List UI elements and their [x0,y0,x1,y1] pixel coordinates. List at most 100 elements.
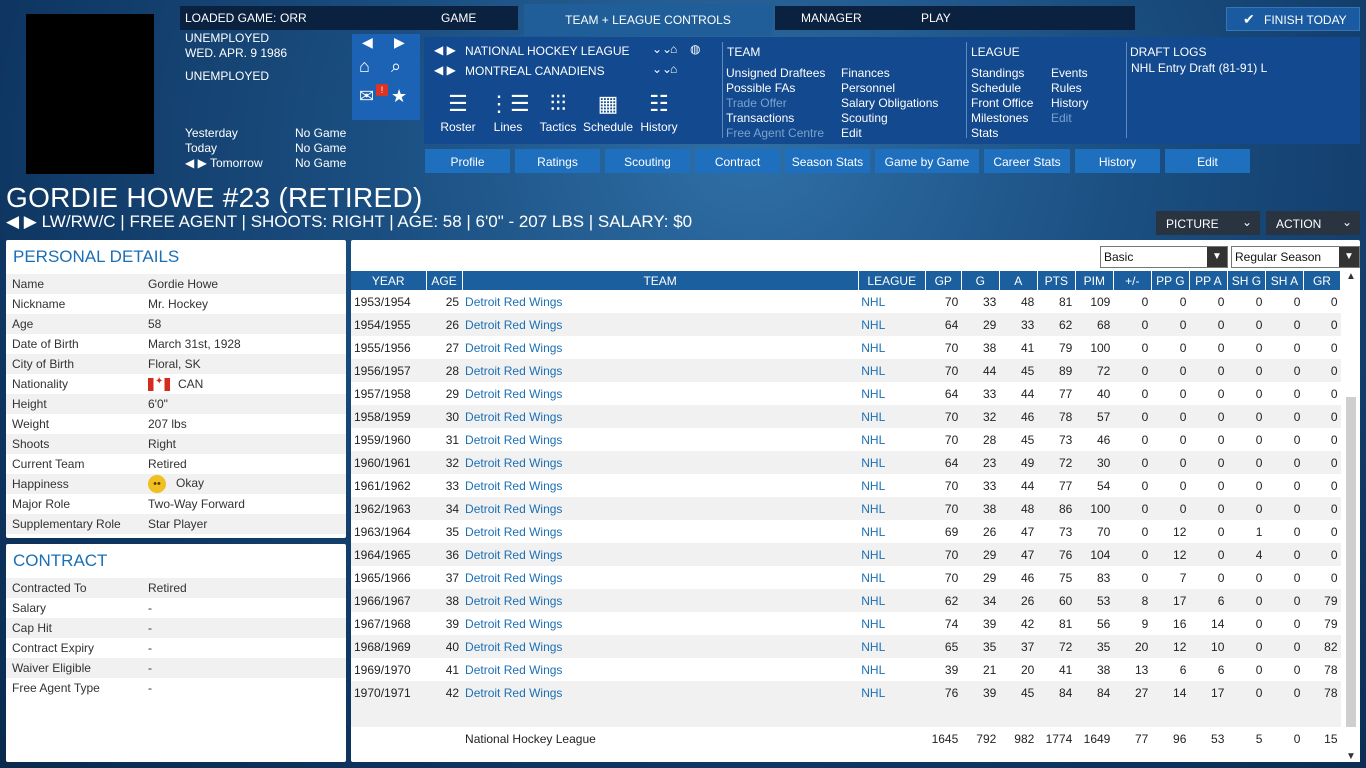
finish-today-button[interactable]: ✔ FINISH TODAY [1226,7,1360,31]
cell-league[interactable]: NHL [858,681,926,704]
player-prev-next-icon[interactable]: ◀ ▶ [6,212,37,231]
cell-league[interactable]: NHL [858,635,926,658]
league-prev-next[interactable]: ◀ ▶ [434,43,456,57]
star-icon[interactable]: ★ [391,86,408,106]
subnav-history[interactable]: History [1075,149,1160,173]
schedule-button[interactable]: ▦ Schedule [582,92,634,135]
col-pim[interactable]: PIM [1075,271,1114,290]
cell-team[interactable]: Detroit Red Wings [465,386,563,401]
team-chevron-icon[interactable]: ⌄⌄ [652,62,673,76]
cell-team[interactable]: Detroit Red Wings [462,313,859,336]
col-year[interactable]: YEAR [351,271,427,290]
cell-league[interactable]: NHL [858,313,926,336]
stats-scrollbar[interactable]: ▲ ▼ [1342,271,1360,762]
cell-team[interactable]: Detroit Red Wings [462,635,859,658]
col-age[interactable]: AGE [426,271,463,290]
stats-view-select[interactable]: Basic ▼ [1100,246,1228,268]
scroll-down-icon[interactable]: ▼ [1346,751,1356,762]
cell-team[interactable]: Detroit Red Wings [465,524,563,539]
subnav-edit[interactable]: Edit [1165,149,1250,173]
cell-league[interactable]: NHL [858,359,926,382]
cell-team[interactable]: Detroit Red Wings [462,451,859,474]
menu-league-history[interactable]: History [1051,96,1089,110]
subnav-ratings[interactable]: Ratings [515,149,600,173]
cell-team[interactable]: Detroit Red Wings [465,478,563,493]
league-selector[interactable]: NATIONAL HOCKEY LEAGUE [465,44,630,58]
menu-standings[interactable]: Standings [971,66,1025,80]
col-ppg[interactable]: PP G [1151,271,1190,290]
col-team[interactable]: TEAM [462,271,859,290]
cell-team[interactable]: Detroit Red Wings [462,405,859,428]
cell-team[interactable]: Detroit Red Wings [465,570,563,585]
col-plus-minus[interactable]: +/- [1113,271,1152,290]
arrow-left-icon[interactable]: ◀ [185,156,195,170]
subnav-game-by-game[interactable]: Game by Game [875,149,979,173]
col-pts[interactable]: PTS [1037,271,1076,290]
lines-button[interactable]: ⋮☰ Lines [488,92,530,135]
team-selector[interactable]: MONTREAL CANADIENS [465,64,605,78]
cell-team[interactable]: Detroit Red Wings [462,543,859,566]
menu-team-edit[interactable]: Edit [841,126,862,140]
cell-league[interactable]: NHL [861,478,886,493]
home-icon[interactable]: ⌂ [359,56,370,76]
cell-team[interactable]: National Hockey League [465,731,596,746]
cell-team[interactable]: Detroit Red Wings [462,589,859,612]
col-gr[interactable]: GR [1303,271,1342,290]
roster-button[interactable]: ☰ Roster [436,92,480,135]
menu-possible-fas[interactable]: Possible FAs [726,81,796,95]
search-icon[interactable]: ⌕ [391,56,402,76]
subnav-profile[interactable]: Profile [425,149,510,173]
menu-league-schedule[interactable]: Schedule [971,81,1022,95]
globe-icon[interactable]: ◍ [690,42,701,56]
tab-team-league-controls[interactable]: TEAM + LEAGUE CONTROLS [524,4,772,36]
cell-league[interactable]: NHL [861,570,886,585]
col-sha[interactable]: SH A [1265,271,1304,290]
cell-league[interactable]: NHL [861,386,886,401]
cell-league[interactable]: NHL [858,543,926,566]
menu-personnel[interactable]: Personnel [841,81,896,95]
tab-manager[interactable]: MANAGER [801,11,862,25]
menu-finances[interactable]: Finances [841,66,890,80]
menu-milestones[interactable]: Milestones [971,111,1029,125]
menu-events[interactable]: Events [1051,66,1088,80]
cell-team[interactable]: Detroit Red Wings [465,662,563,677]
cell-league[interactable]: NHL [861,340,886,355]
cell-league[interactable]: NHL [861,294,886,309]
league-home-icon[interactable]: ⌂ [670,42,678,56]
cell-league[interactable]: NHL [858,589,926,612]
cell-team[interactable]: Detroit Red Wings [462,359,859,382]
cell-league[interactable]: NHL [861,616,886,631]
subnav-career-stats[interactable]: Career Stats [984,149,1070,173]
forward-icon[interactable]: ▶ [394,34,405,50]
cell-team[interactable]: Detroit Red Wings [465,432,563,447]
subnav-season-stats[interactable]: Season Stats [785,149,870,173]
picture-dropdown[interactable]: PICTURE ⌄ [1156,211,1260,235]
scroll-thumb[interactable] [1346,397,1356,727]
cell-league[interactable]: NHL [861,662,886,677]
season-type-select[interactable]: Regular Season ▼ [1231,246,1360,268]
menu-scouting[interactable]: Scouting [841,111,888,125]
tab-play[interactable]: PLAY [921,11,951,25]
draft-log-item[interactable]: NHL Entry Draft (81-91) L [1131,61,1268,75]
col-shg[interactable]: SH G [1227,271,1266,290]
cell-team[interactable]: Detroit Red Wings [465,340,563,355]
cell-league[interactable]: NHL [858,497,926,520]
col-g[interactable]: G [961,271,1000,290]
menu-salary-obligations[interactable]: Salary Obligations [841,96,939,110]
menu-front-office[interactable]: Front Office [971,96,1034,110]
action-dropdown[interactable]: ACTION ⌄ [1266,211,1360,235]
menu-rules[interactable]: Rules [1051,81,1082,95]
col-a[interactable]: A [999,271,1038,290]
tactics-button[interactable]: ⫶⫶⫶ Tactics [536,92,580,135]
back-icon[interactable]: ◀ [362,34,373,50]
team-prev-next[interactable]: ◀ ▶ [434,63,456,77]
cell-team[interactable]: Detroit Red Wings [465,616,563,631]
cell-team[interactable]: Detroit Red Wings [465,294,563,309]
arrow-right-icon[interactable]: ▶ [197,156,207,170]
cell-league[interactable]: NHL [858,405,926,428]
cell-league[interactable]: NHL [861,432,886,447]
col-league[interactable]: LEAGUE [858,271,926,290]
team-home-icon[interactable]: ⌂ [670,62,678,76]
league-chevron-icon[interactable]: ⌄⌄ [652,42,673,56]
cell-team[interactable]: Detroit Red Wings [462,681,859,704]
